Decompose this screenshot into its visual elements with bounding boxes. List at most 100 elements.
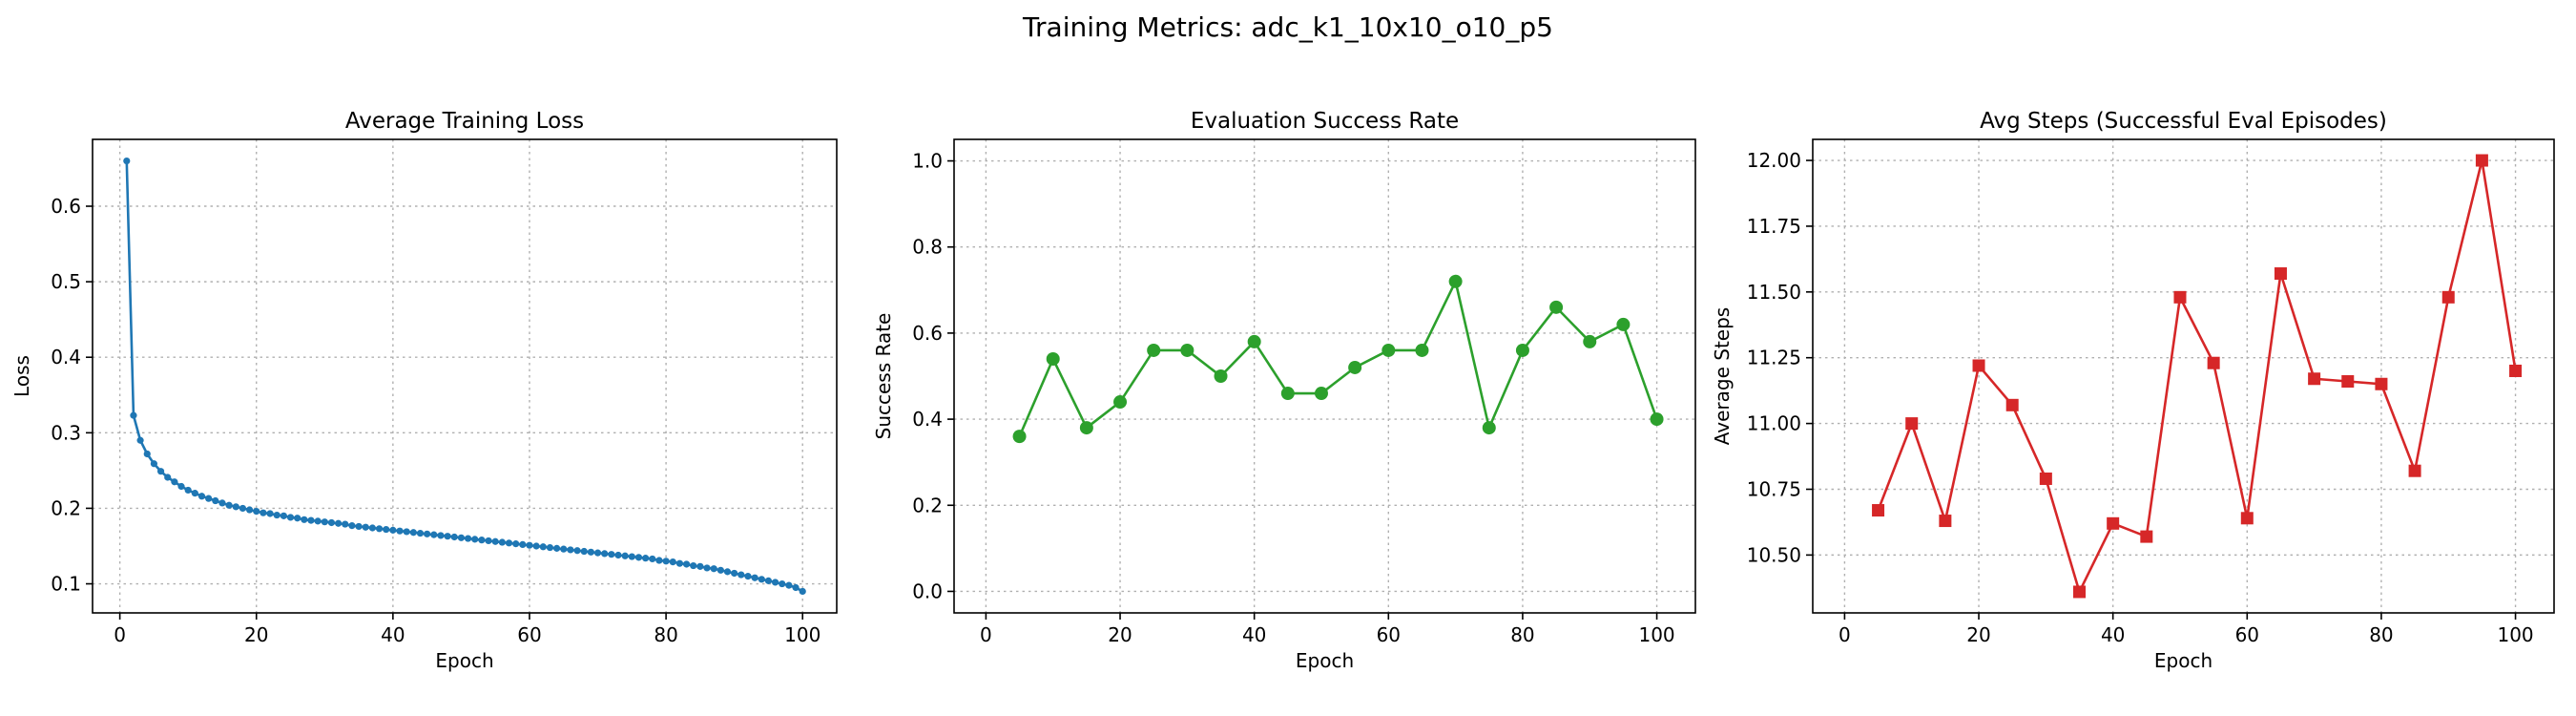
loss-point bbox=[212, 496, 219, 505]
avg-steps-ytick-label: 11.50 bbox=[1747, 281, 1801, 304]
success-rate-xtick-label: 20 bbox=[1108, 623, 1132, 646]
loss-point bbox=[327, 518, 336, 527]
loss-point bbox=[301, 516, 308, 523]
loss-point bbox=[669, 558, 676, 566]
loss-point bbox=[662, 558, 670, 565]
avg-steps-ytick-label: 10.75 bbox=[1747, 477, 1801, 500]
loss-point bbox=[464, 535, 472, 542]
loss-point bbox=[253, 508, 260, 516]
loss-point bbox=[785, 581, 793, 589]
loss-xtick-label: 0 bbox=[114, 623, 126, 646]
loss-point bbox=[342, 520, 349, 528]
avg-steps-ytick-label: 11.00 bbox=[1747, 412, 1801, 435]
loss-point bbox=[184, 486, 192, 495]
loss-point bbox=[239, 504, 247, 513]
loss-point bbox=[375, 525, 384, 533]
success-rate-point bbox=[1583, 334, 1597, 348]
loss-point bbox=[580, 547, 588, 556]
avg-steps-point bbox=[2073, 585, 2087, 599]
loss-point bbox=[621, 552, 629, 559]
loss-point bbox=[751, 574, 758, 581]
loss-point bbox=[362, 523, 369, 531]
loss-point bbox=[321, 518, 328, 526]
success-rate-xtick-label: 0 bbox=[980, 623, 992, 646]
loss-point bbox=[792, 583, 800, 592]
loss-ytick-label: 0.6 bbox=[51, 195, 81, 218]
avg-steps-point bbox=[2408, 464, 2421, 477]
loss-point bbox=[368, 524, 376, 532]
success-rate-point bbox=[1214, 369, 1228, 383]
avg-steps-xtick-label: 40 bbox=[2101, 623, 2125, 646]
loss-point bbox=[690, 561, 697, 570]
avg-steps-point bbox=[2140, 530, 2153, 543]
success-rate-xtick-label: 100 bbox=[1638, 623, 1674, 646]
avg-steps-ytick-label: 11.75 bbox=[1747, 215, 1801, 238]
loss-point bbox=[245, 506, 254, 514]
avg-steps-point bbox=[2240, 512, 2254, 525]
success-rate-point bbox=[1348, 360, 1362, 374]
avg-steps-point bbox=[2107, 516, 2120, 530]
loss-point bbox=[731, 569, 738, 578]
loss-point bbox=[396, 527, 404, 535]
loss-point bbox=[608, 551, 615, 558]
loss-chart-title: Average Training Loss bbox=[345, 109, 584, 134]
loss-ytick-label: 0.2 bbox=[51, 496, 81, 519]
loss-point bbox=[532, 542, 540, 550]
avg-steps-point bbox=[2005, 398, 2019, 411]
success-rate-ytick-label: 1.0 bbox=[912, 150, 943, 173]
loss-xtick-label: 40 bbox=[381, 623, 405, 646]
loss-point bbox=[519, 540, 527, 549]
loss-point bbox=[294, 515, 301, 522]
success-rate-point bbox=[1616, 317, 1631, 331]
avg-steps-chart: 0 20 40 60 80 100 10.50 10.75 11.00 11.25 11.50 11.… bbox=[1711, 109, 2555, 672]
loss-point bbox=[505, 539, 513, 547]
loss-point bbox=[457, 534, 466, 541]
figure-suptitle: Training Metrics: adc_k1_10x10_o10_p5 bbox=[1022, 11, 1553, 43]
loss-point bbox=[218, 499, 226, 507]
success-rate-point bbox=[1247, 334, 1261, 348]
loss-ytick-label: 0.1 bbox=[51, 573, 81, 596]
loss-point bbox=[430, 531, 438, 538]
success-rate-xtick-label: 40 bbox=[1242, 623, 1266, 646]
avg-steps-xtick-label: 20 bbox=[1966, 623, 1990, 646]
avg-steps-point bbox=[2475, 154, 2488, 167]
avg-steps-y-axis-label: Average Steps bbox=[1711, 307, 1734, 445]
success-rate-point bbox=[1147, 343, 1161, 357]
avg-steps-point bbox=[1905, 417, 1919, 431]
avg-steps-xtick-label: 0 bbox=[1839, 623, 1851, 646]
success-rate-point bbox=[1280, 387, 1295, 401]
loss-point bbox=[539, 543, 547, 551]
loss-point bbox=[567, 546, 574, 554]
loss-axes-frame bbox=[92, 138, 838, 614]
loss-point bbox=[280, 512, 287, 519]
loss-ytick-label: 0.5 bbox=[51, 270, 81, 293]
success-rate-point bbox=[1482, 421, 1496, 435]
loss-point bbox=[655, 557, 663, 564]
loss-point bbox=[696, 562, 704, 570]
loss-point bbox=[123, 157, 131, 165]
success-rate-point bbox=[1046, 351, 1060, 366]
loss-ytick-label: 0.3 bbox=[51, 421, 81, 444]
loss-y-axis-label: Loss bbox=[10, 355, 33, 397]
loss-point bbox=[717, 566, 724, 574]
loss-point bbox=[383, 525, 390, 534]
loss-point bbox=[723, 568, 732, 576]
loss-point bbox=[171, 478, 178, 486]
loss-point bbox=[403, 528, 410, 536]
loss-point bbox=[314, 517, 322, 525]
avg-steps-ytick-label: 12.00 bbox=[1747, 149, 1801, 172]
loss-point bbox=[546, 543, 554, 552]
avg-steps-point bbox=[1872, 504, 1885, 517]
success-rate-ytick-label: 0.2 bbox=[912, 494, 943, 516]
success-rate-point bbox=[1448, 274, 1463, 288]
avg-steps-xtick-label: 60 bbox=[2235, 623, 2259, 646]
loss-point bbox=[779, 579, 786, 588]
loss-x-axis-label: Epoch bbox=[435, 649, 493, 672]
loss-point bbox=[355, 522, 363, 531]
loss-xtick-label: 100 bbox=[784, 623, 821, 646]
loss-point bbox=[491, 537, 499, 545]
avg-steps-chart-title: Avg Steps (Successful Eval Episodes) bbox=[1980, 109, 2387, 134]
success-rate-point bbox=[1381, 343, 1396, 357]
loss-series-line bbox=[125, 160, 803, 593]
loss-point bbox=[348, 522, 356, 530]
